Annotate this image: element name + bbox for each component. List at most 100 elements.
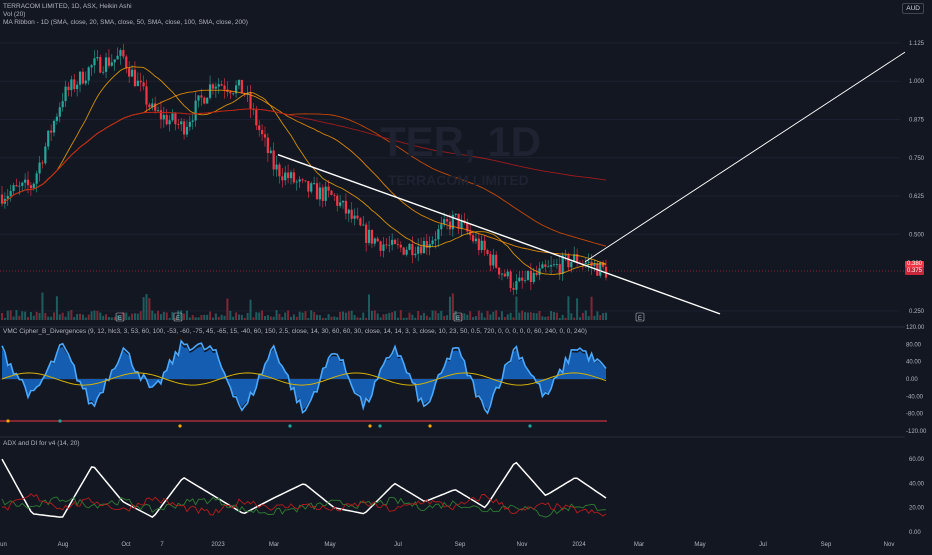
ma-ribbon-legend[interactable]: MA Ribbon - 1D (SMA, close, 20, SMA, clo… xyxy=(3,19,248,26)
candle-body xyxy=(391,239,394,245)
volume-bar xyxy=(593,315,596,320)
volume-bar xyxy=(310,310,313,320)
volume-bar xyxy=(483,317,486,320)
volume-bar xyxy=(73,316,76,320)
volume-bar xyxy=(359,317,362,320)
volume-bar xyxy=(275,310,278,320)
candle-body xyxy=(310,183,313,192)
candle-body xyxy=(535,272,538,275)
candle-body xyxy=(301,179,304,181)
volume-bar xyxy=(284,312,287,320)
candle-body xyxy=(110,62,113,66)
volume-bar xyxy=(125,312,128,320)
volume-bar xyxy=(318,315,321,320)
candle-body xyxy=(38,162,41,174)
volume-bar xyxy=(90,311,93,320)
candle-body xyxy=(495,254,498,268)
volume-bar xyxy=(425,315,428,320)
candle-body xyxy=(509,271,512,288)
price-axis-label: 0.250 xyxy=(909,309,925,315)
volume-bar xyxy=(558,317,561,320)
volume-bar xyxy=(177,310,180,320)
volume-bar xyxy=(136,313,139,320)
volume-bar xyxy=(55,296,58,320)
volume-bar xyxy=(289,316,292,320)
volume-bar xyxy=(420,315,423,320)
last-price-tag: 0.380 xyxy=(905,261,925,268)
volume-bar xyxy=(518,312,521,320)
volume-bar xyxy=(304,311,307,320)
candle-body xyxy=(307,181,310,192)
volume-bar xyxy=(581,312,584,320)
vmc-money-flow-line xyxy=(1,372,607,386)
di-plus-line xyxy=(1,496,607,518)
volume-bar xyxy=(526,312,529,320)
candle-body xyxy=(460,220,463,229)
volume-bar xyxy=(529,312,532,320)
candle-body xyxy=(318,187,321,200)
volume-bar xyxy=(301,312,304,320)
volume-bar xyxy=(344,312,347,320)
volume-bar xyxy=(148,298,151,320)
volume-bar xyxy=(159,314,162,320)
candle-body xyxy=(480,240,483,251)
candle-body xyxy=(64,86,67,102)
volume-bar xyxy=(396,317,399,320)
candle-body xyxy=(52,120,56,133)
volume-bar xyxy=(365,317,368,320)
candle-body xyxy=(232,93,235,95)
candle-body xyxy=(208,84,212,98)
candle-body xyxy=(529,270,532,283)
candle-body xyxy=(128,68,131,77)
volume-legend[interactable]: Vol (20) xyxy=(3,11,26,18)
adx-axis-label: 0.00 xyxy=(909,530,921,536)
volume-bar xyxy=(587,316,590,320)
volume-bar xyxy=(324,317,327,320)
candle-body xyxy=(532,272,535,283)
candle-body xyxy=(408,244,411,250)
candle-body xyxy=(376,238,379,242)
candle-body xyxy=(223,85,226,90)
ma-200-line xyxy=(1,108,607,205)
candle-body xyxy=(547,266,550,268)
candle-body xyxy=(405,249,408,255)
adx-legend[interactable]: ADX and DI for v4 (14, 20) xyxy=(3,440,80,447)
volume-bar xyxy=(342,311,345,320)
candle-body xyxy=(73,79,76,90)
candle-body xyxy=(156,110,160,112)
candle-body xyxy=(599,262,602,276)
volume-bar xyxy=(240,314,243,320)
volume-bar xyxy=(122,312,125,320)
time-axis-label: 2023 xyxy=(211,542,225,548)
vmc-legend[interactable]: VMC Cipher_B_Divergences (9, 12, hlc3, 3… xyxy=(3,328,587,335)
volume-bar xyxy=(145,294,148,320)
volume-bar xyxy=(596,311,599,320)
volume-bar xyxy=(194,317,197,320)
volume-bar xyxy=(379,317,382,320)
candle-body xyxy=(148,104,151,108)
projection-line xyxy=(584,51,906,263)
volume-bar xyxy=(411,314,414,320)
candle-body xyxy=(370,229,374,244)
candle-body xyxy=(240,79,243,94)
candle-body xyxy=(549,265,553,267)
volume-bar xyxy=(498,316,501,320)
candle-body xyxy=(41,162,44,164)
candle-body xyxy=(29,185,32,189)
currency-button[interactable]: AUD xyxy=(902,3,924,14)
chart-title[interactable]: TERRACOM LIMITED, 1D, ASX, Heikin Ashi xyxy=(3,3,132,10)
volume-bar xyxy=(469,311,472,320)
candle-body xyxy=(333,194,336,196)
candle-body xyxy=(399,244,402,248)
price-axis-label: 0.750 xyxy=(909,156,925,162)
vmc-signal-dot xyxy=(378,424,382,428)
volume-bar xyxy=(3,317,6,320)
candle-body xyxy=(356,215,359,219)
volume-bar xyxy=(584,310,587,320)
volume-bar xyxy=(576,298,579,320)
candle-body xyxy=(15,185,18,187)
volume-bar xyxy=(32,315,35,320)
candle-body xyxy=(330,190,333,195)
